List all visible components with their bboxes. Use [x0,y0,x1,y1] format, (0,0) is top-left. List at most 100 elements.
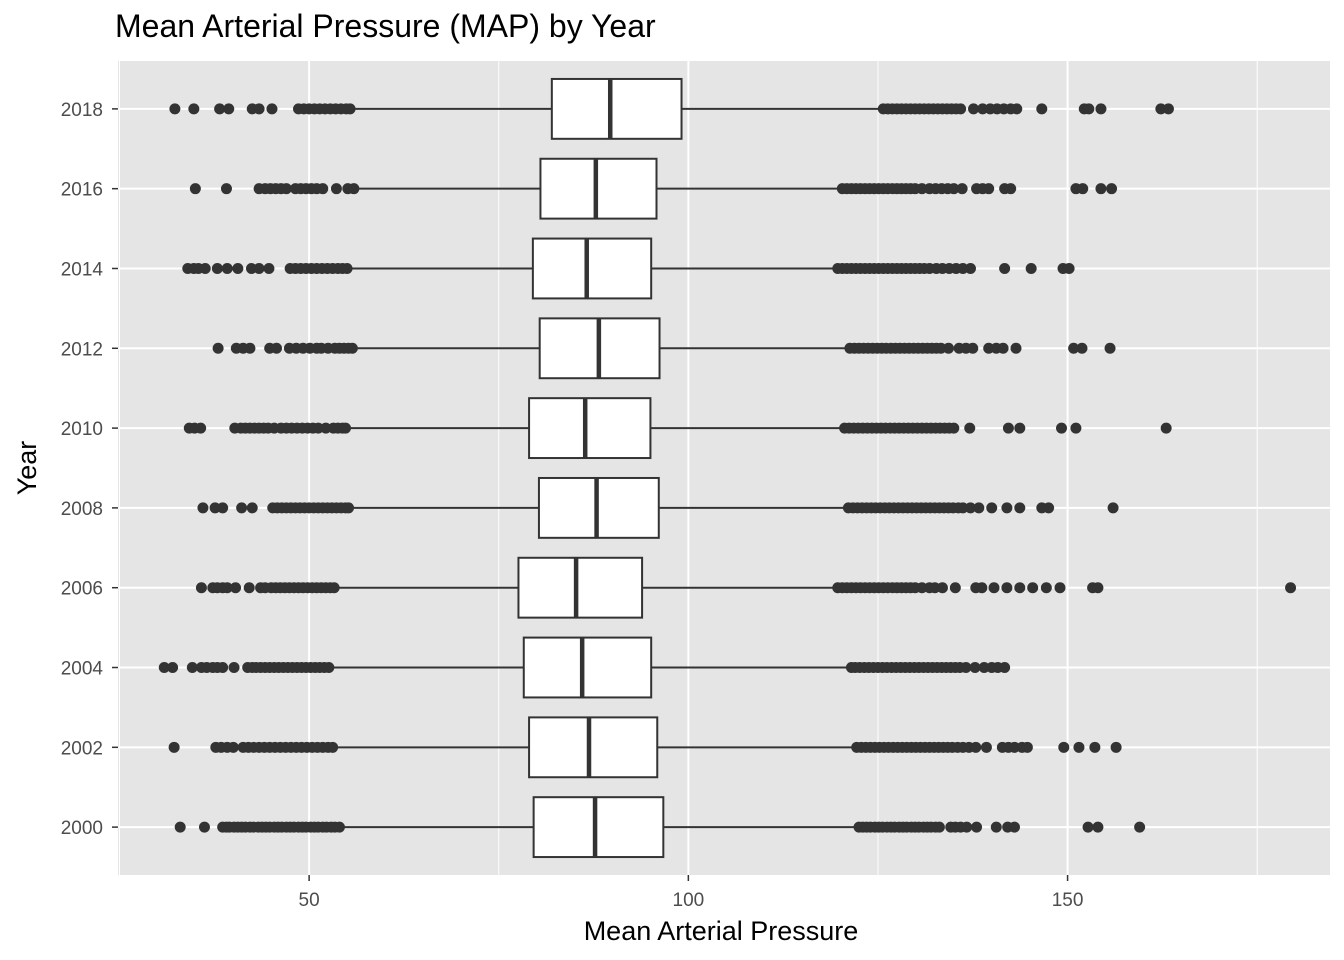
box-2018 [169,77,1174,140]
outlier-point [174,821,186,833]
outlier-point [271,342,283,354]
outlier-point [266,103,278,115]
outlier-point [1025,262,1037,274]
outlier-point [978,662,990,674]
outlier-point [1092,821,1104,833]
outlier-point [957,262,969,274]
outlier-point [955,103,967,115]
outlier-point [1010,342,1022,354]
outlier-point [1134,821,1146,833]
outlier-point [990,821,1002,833]
outlier-point [999,262,1011,274]
outlier-point [933,821,945,833]
outlier-point [1073,741,1085,753]
outlier-point [1162,103,1174,115]
outlier-point [1082,821,1094,833]
outlier-point [1092,582,1104,594]
outlier-point [214,103,226,115]
y-tick-label: 2012 [61,339,103,360]
outlier-point [1058,741,1070,753]
outlier-point [997,342,1009,354]
outlier-point [1056,422,1068,434]
outlier-point [1008,821,1020,833]
outlier-point [253,262,265,274]
outlier-point [948,422,960,434]
outlier-point [983,183,995,195]
outlier-point [221,262,233,274]
y-axis-title: Year [12,441,42,496]
outlier-point [245,262,257,274]
outlier-point [1040,582,1052,594]
outlier-point [1070,422,1082,434]
outlier-point [935,342,947,354]
outlier-point [956,183,968,195]
outlier-point [186,662,198,674]
outlier-point [341,262,353,274]
box-2010 [183,397,1172,460]
outlier-point [199,262,211,274]
outlier-point [986,502,998,514]
outlier-point [169,103,181,115]
axes: 50 100 150 2000 2002 2004 2006 2008 2010 2012 2014… [61,100,1084,911]
outlier-point [1068,342,1080,354]
outlier-point [1110,741,1122,753]
chart-title: Mean Arterial Pressure (MAP) by Year [115,8,656,44]
outlier-point [1043,502,1055,514]
y-tick-label: 2006 [61,579,103,600]
outlier-point [344,103,356,115]
outlier-point [1036,103,1048,115]
outlier-point [197,502,209,514]
outlier-point [1083,103,1095,115]
box-2014 [182,237,1075,300]
y-tick-label: 2008 [61,499,103,520]
outlier-point [1021,741,1033,753]
outlier-point [964,262,976,274]
outlier-point [217,662,229,674]
outlier-point [346,342,358,354]
outlier-point [198,821,210,833]
outlier-point [158,662,170,674]
outlier-point [1076,342,1088,354]
outlier-point [1011,103,1023,115]
outlier-point [328,582,340,594]
outlier-point [230,582,242,594]
outlier-point [973,502,985,514]
box-2006 [195,556,1297,619]
outlier-point [280,183,292,195]
outlier-point [232,262,244,274]
outlier-point [1095,183,1107,195]
outlier-point [976,582,988,594]
outlier-point [348,183,360,195]
outlier-point [220,183,232,195]
outlier-point [1027,582,1039,594]
outlier-point [1089,741,1101,753]
outlier-point [967,342,979,354]
outlier-point [167,662,179,674]
outlier-point [957,502,969,514]
y-tick-label: 2004 [61,659,104,680]
box-iqr [550,77,683,140]
outlier-point [1054,582,1066,594]
outlier-point [971,821,983,833]
outlier-point [327,741,339,753]
box-iqr [532,796,665,859]
outlier-point [1014,422,1026,434]
y-tick-label: 2002 [61,738,103,759]
y-tick-label: 2018 [61,100,103,121]
outlier-point [253,103,265,115]
outlier-point [246,502,258,514]
outlier-point [968,103,980,115]
outlier-point [936,582,948,594]
box-2016 [189,157,1118,220]
outlier-point [1095,103,1107,115]
y-tick-label: 2016 [61,180,103,201]
outlier-point [227,741,239,753]
outlier-point [212,342,224,354]
outlier-point [188,103,200,115]
outlier-point [949,582,961,594]
outlier-point [168,741,180,753]
outlier-point [1001,502,1013,514]
outlier-point [209,502,221,514]
outlier-point [964,422,976,434]
